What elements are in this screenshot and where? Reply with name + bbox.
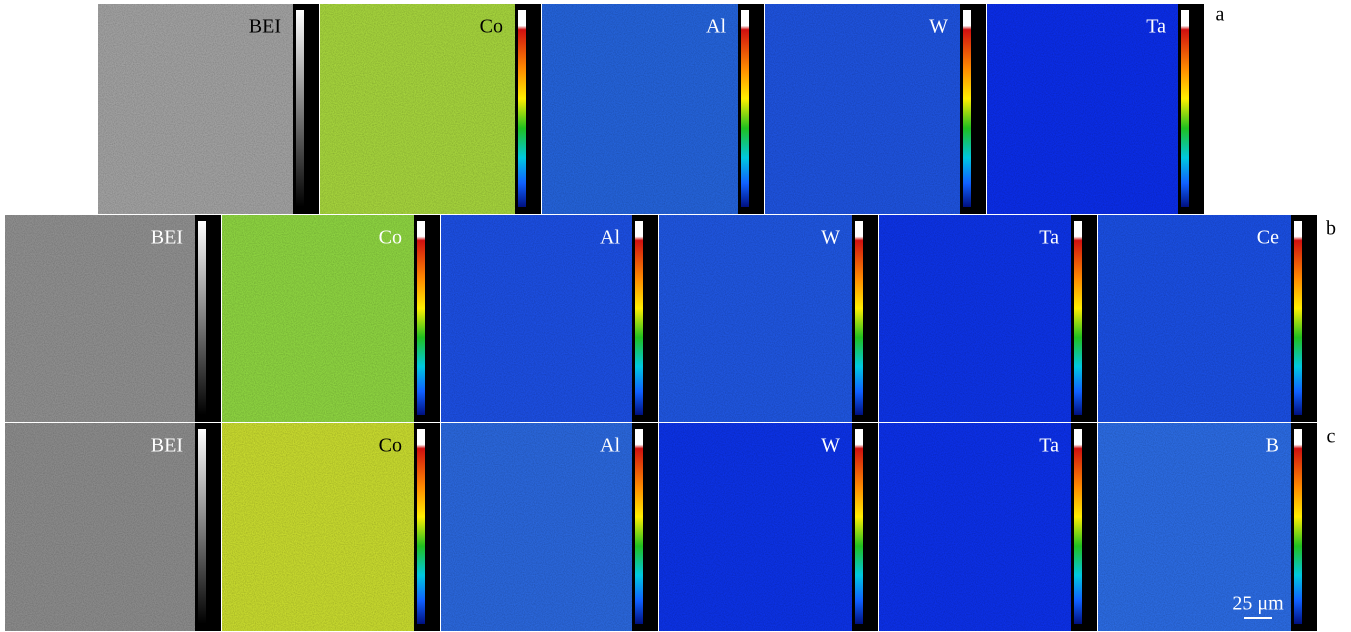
colorbar	[963, 10, 971, 207]
colorbar	[296, 10, 304, 207]
colorbar	[741, 10, 749, 207]
colorbar	[1294, 221, 1302, 415]
element-label: W	[821, 435, 840, 457]
colorbar	[417, 221, 425, 415]
figure: BEI Co Al W Ta a BEI Co Al W Ta Ce b BEI Co Al W Ta Bc 25 μ…	[0, 0, 1351, 632]
colorbar	[635, 221, 643, 415]
colorbar	[198, 429, 206, 624]
colorbar	[417, 429, 425, 624]
element-label: W	[821, 227, 840, 249]
colorbar	[635, 429, 643, 624]
row-label: b	[1326, 218, 1336, 240]
element-label: Al	[600, 435, 620, 457]
element-label: Ta	[1039, 227, 1059, 249]
element-label: Co	[379, 227, 402, 249]
element-label: Co	[379, 435, 402, 457]
element-label: Ta	[1039, 435, 1059, 457]
row-label: a	[1216, 4, 1225, 26]
colorbar	[855, 429, 863, 624]
element-label: Co	[480, 16, 503, 38]
element-label: BEI	[249, 16, 281, 38]
element-label: BEI	[151, 435, 183, 457]
colorbar	[1181, 10, 1189, 207]
colorbar	[1074, 221, 1082, 415]
element-label: Al	[706, 16, 726, 38]
scale-bar-label: 25 μm	[1232, 593, 1284, 615]
colorbar	[518, 10, 526, 207]
element-label: Ta	[1146, 16, 1166, 38]
colorbar	[1074, 429, 1082, 624]
element-label: B	[1266, 435, 1279, 457]
colorbar	[855, 221, 863, 415]
colorbar	[1294, 429, 1302, 624]
element-label: BEI	[151, 227, 183, 249]
row-label: c	[1327, 426, 1336, 448]
colorbar	[198, 221, 206, 415]
element-label: Ce	[1257, 227, 1279, 249]
element-label: W	[929, 16, 948, 38]
element-label: Al	[600, 227, 620, 249]
